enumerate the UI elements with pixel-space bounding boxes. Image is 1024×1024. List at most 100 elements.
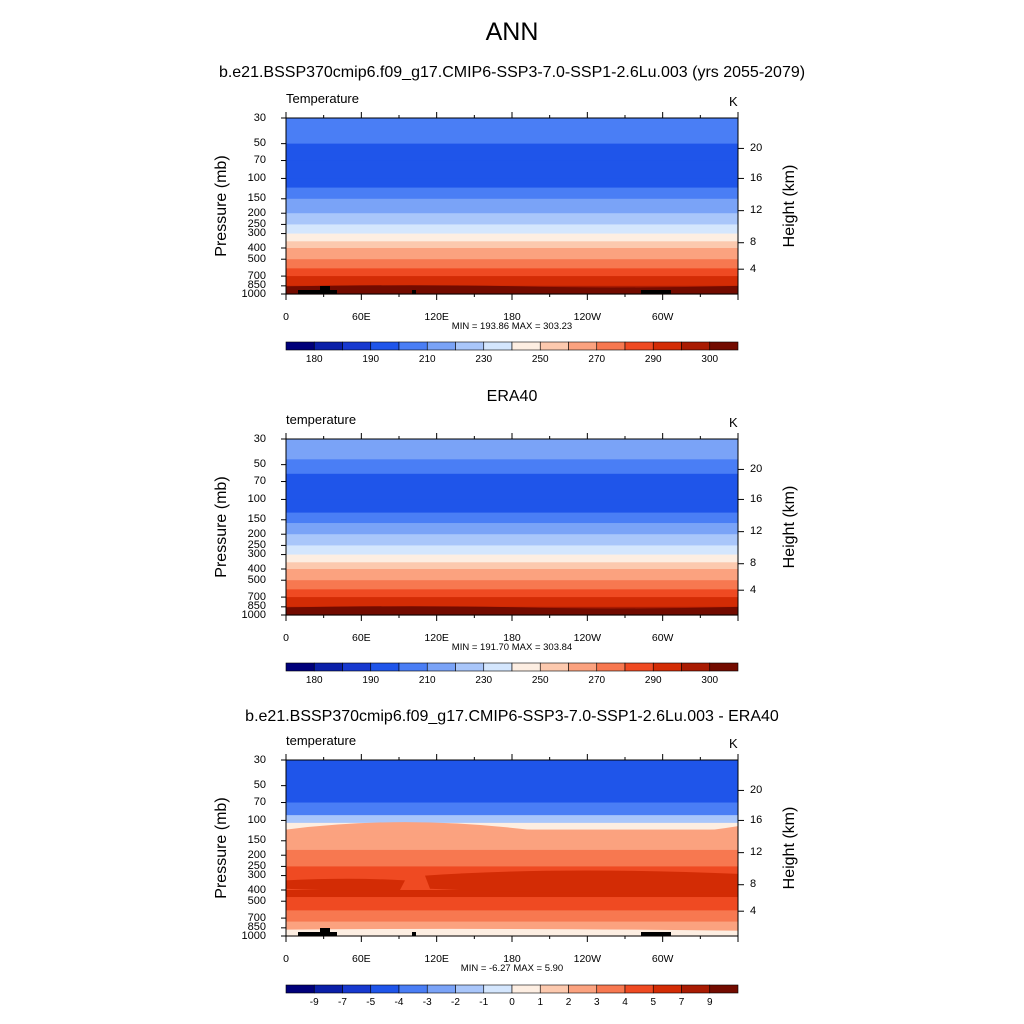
- y-tick-label: 200: [247, 206, 266, 219]
- colorbar-label: 4: [622, 997, 628, 1008]
- y-tick-label: 500: [247, 252, 266, 265]
- topography-mask: [320, 928, 330, 936]
- topography-mask: [641, 290, 671, 294]
- contour-band: [286, 897, 738, 911]
- x-tick-label: 60W: [651, 953, 674, 965]
- contour-band: [286, 760, 738, 804]
- colorbar-swatch: [455, 984, 485, 994]
- contour-band: [286, 822, 738, 831]
- x-tick-label: 0: [283, 953, 289, 965]
- y-tick-label: 300: [247, 227, 266, 240]
- x-tick-label: 60E: [351, 311, 371, 323]
- contour-band: [286, 910, 738, 923]
- contour-band: [286, 439, 738, 460]
- colorbar-swatch: [398, 984, 428, 994]
- y-tick-label: 70: [253, 475, 266, 488]
- colorbar-label: 0: [509, 997, 515, 1008]
- y-tick-label: 50: [253, 779, 266, 792]
- y-tick-label: 30: [253, 432, 266, 445]
- x-tick-label: 120W: [573, 311, 602, 323]
- y-tick-label: 70: [253, 154, 266, 167]
- colorbar-label: -1: [479, 997, 489, 1008]
- y-tick-label-right: 16: [750, 813, 763, 826]
- contour-band: [286, 554, 738, 563]
- topography-mask: [641, 932, 671, 936]
- contour-band: [286, 499, 738, 514]
- x-tick-label: 60E: [351, 953, 371, 965]
- min-max-label: MIN = 193.86 MAX = 303.23: [451, 321, 573, 332]
- colorbar-label: 190: [362, 675, 380, 686]
- contour-region: [286, 285, 738, 294]
- contour-band: [286, 248, 738, 260]
- colorbar-swatch: [596, 984, 626, 994]
- colorbar-label: 190: [362, 354, 380, 365]
- panel-title: ERA40: [486, 388, 538, 405]
- contour-band: [286, 921, 738, 932]
- colorbar-label: 7: [678, 997, 685, 1008]
- contour-band: [286, 534, 738, 547]
- figure-subtitle: b.e21.BSSP370cmip6.f09_g17.CMIP6-SSP3-7.…: [218, 64, 806, 81]
- y-tick-label: 1000: [241, 608, 266, 621]
- units-label: K: [729, 415, 738, 430]
- x-tick-label: 60E: [351, 632, 371, 644]
- y-tick-label: 300: [247, 869, 266, 882]
- colorbar-label: -7: [338, 997, 347, 1008]
- y-tick-label-right: 8: [750, 557, 757, 570]
- contour-band: [286, 268, 738, 277]
- y-tick-label-right: 4: [750, 904, 757, 917]
- contour-band: [286, 597, 738, 608]
- contour-region: [425, 870, 738, 894]
- contour-band: [286, 178, 738, 189]
- units-label: K: [729, 94, 738, 109]
- x-tick-label: 60W: [651, 632, 674, 644]
- y-tick-label: 1000: [241, 929, 266, 942]
- colorbar-label: 5: [650, 997, 657, 1008]
- y-tick-label: 700: [247, 590, 266, 603]
- min-max-label: MIN = -6.27 MAX = 5.90: [460, 963, 564, 974]
- y-tick-label: 50: [253, 137, 266, 150]
- colorbar-label: 2: [565, 997, 572, 1008]
- contour-region: [286, 878, 405, 891]
- x-tick-label: 0: [283, 311, 289, 323]
- y-tick-label-right: 16: [750, 492, 763, 505]
- y-tick-label: 30: [253, 753, 266, 766]
- contour-band: [286, 523, 738, 535]
- variable-label: temperature: [286, 412, 357, 427]
- colorbar-swatch: [709, 341, 739, 351]
- colorbar-swatch: [568, 984, 598, 994]
- x-tick-label: 0: [283, 632, 289, 644]
- contour-band: [286, 118, 738, 145]
- topography-mask: [412, 932, 416, 936]
- contour-band: [286, 198, 738, 214]
- colorbar-swatch: [709, 662, 739, 672]
- y-tick-label: 150: [247, 192, 266, 205]
- contour-band: [286, 849, 738, 868]
- colorbar-label: 290: [644, 354, 662, 365]
- y-tick-label-right: 12: [750, 525, 763, 538]
- contour-region: [286, 606, 738, 615]
- y-tick-label: 500: [247, 894, 266, 907]
- y-tick-label-right: 16: [750, 171, 763, 184]
- colorbar-label: -5: [366, 997, 376, 1008]
- x-tick-label: 180: [503, 311, 521, 323]
- y-tick-label: 200: [247, 527, 266, 540]
- y-tick-label-right: 4: [750, 262, 757, 275]
- colorbar-label: -2: [451, 997, 460, 1008]
- y-tick-label: 50: [253, 458, 266, 471]
- colorbar-swatch: [652, 984, 682, 994]
- contour-band: [286, 233, 738, 242]
- contour-band: [286, 459, 738, 475]
- colorbar-label: 300: [701, 675, 719, 686]
- colorbar-swatch: [624, 984, 654, 994]
- topography-mask: [298, 932, 323, 936]
- contour-band: [286, 160, 738, 180]
- variable-label: Temperature: [286, 91, 359, 106]
- contour-band: [286, 259, 738, 269]
- panel-model-temperature: Temperature K 0 60E 120E 180 120W 60W 30 50 70 100 1…: [0, 0, 1024, 365]
- colorbar-label: 300: [701, 354, 719, 365]
- y-tick-label: 30: [253, 111, 266, 124]
- colorbar-label: -3: [422, 997, 432, 1008]
- y-tick-label-right: 20: [750, 783, 763, 796]
